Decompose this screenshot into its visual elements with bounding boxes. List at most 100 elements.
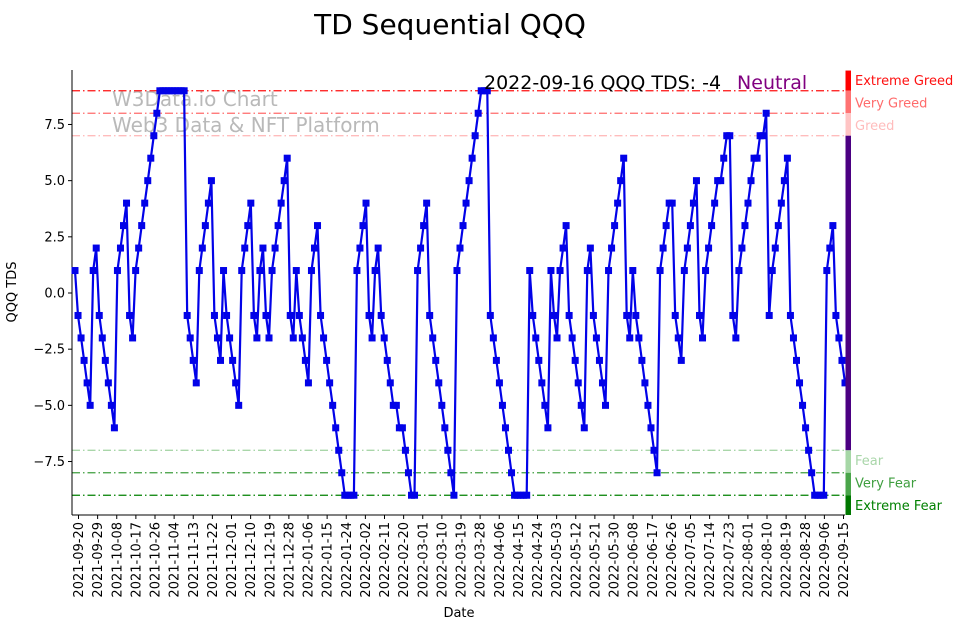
data-point-marker — [559, 244, 567, 252]
data-point-marker — [238, 267, 246, 275]
data-point-marker — [692, 177, 700, 185]
data-point-marker — [744, 199, 752, 207]
data-point-marker — [113, 267, 121, 275]
data-point-marker — [680, 267, 688, 275]
data-point-marker — [244, 222, 252, 230]
data-point-marker — [429, 334, 437, 342]
x-tick-label: 2022-08-10 — [761, 522, 776, 598]
data-point-marker — [292, 267, 300, 275]
data-point-marker — [414, 267, 422, 275]
data-point-marker — [107, 401, 115, 409]
data-point-marker — [383, 356, 391, 364]
data-point-marker — [295, 311, 303, 319]
zone-label-extreme-fear: Extreme Fear — [855, 499, 943, 514]
x-tick-label: 2022-01-06 — [302, 522, 317, 598]
data-point-marker — [735, 267, 743, 275]
x-tick-label: 2021-10-17 — [129, 522, 144, 598]
data-point-marker — [547, 267, 555, 275]
data-point-marker — [702, 267, 710, 275]
data-point-marker — [150, 132, 158, 140]
data-point-marker — [541, 401, 549, 409]
data-point-marker — [538, 379, 546, 387]
data-point-marker — [365, 311, 373, 319]
data-point-marker — [753, 154, 761, 162]
x-tick-label: 2021-09-29 — [91, 522, 106, 598]
data-point-marker — [486, 311, 494, 319]
x-tick-label: 2022-03-19 — [455, 522, 470, 598]
data-point-marker — [483, 87, 491, 95]
data-point-marker — [247, 199, 255, 207]
x-tick-label: 2021-09-20 — [72, 522, 87, 598]
data-point-marker — [635, 334, 643, 342]
data-point-marker — [841, 379, 849, 387]
data-point-marker — [662, 222, 670, 230]
data-point-marker — [774, 222, 782, 230]
data-point-marker — [586, 244, 594, 252]
data-point-marker — [307, 267, 315, 275]
fear-greed-strip-extreme-fear — [845, 495, 851, 515]
data-point-marker — [104, 379, 112, 387]
data-point-marker — [229, 356, 237, 364]
data-point-marker — [359, 222, 367, 230]
data-point-marker — [317, 311, 325, 319]
data-point-marker — [829, 222, 837, 230]
data-point-marker — [792, 356, 800, 364]
data-point-marker — [380, 334, 388, 342]
y-axis-label: QQQ TDS — [5, 261, 20, 323]
data-point-marker — [241, 244, 249, 252]
data-point-marker — [568, 334, 576, 342]
data-point-marker — [468, 154, 476, 162]
x-tick-label: 2022-09-06 — [818, 522, 833, 598]
data-point-marker — [207, 177, 215, 185]
annotation-status: Neutral — [737, 72, 808, 94]
x-tick-label: 2022-07-14 — [703, 522, 718, 598]
data-point-marker — [217, 356, 225, 364]
y-tick-label: 5.0 — [44, 174, 65, 189]
data-point-marker — [838, 356, 846, 364]
data-point-marker — [353, 267, 361, 275]
x-tick-label: 2021-10-26 — [149, 522, 164, 598]
data-point-marker — [310, 244, 318, 252]
data-point-marker — [289, 334, 297, 342]
data-point-marker — [805, 446, 813, 454]
data-point-marker — [220, 267, 228, 275]
data-point-marker — [189, 356, 197, 364]
x-tick-label: 2021-12-10 — [244, 522, 259, 598]
data-point-marker — [777, 199, 785, 207]
data-point-marker — [598, 379, 606, 387]
data-point-marker — [195, 267, 203, 275]
data-point-marker — [768, 267, 776, 275]
data-point-marker — [659, 244, 667, 252]
data-point-marker — [192, 379, 200, 387]
data-point-marker — [602, 401, 610, 409]
y-tick-label: 2.5 — [44, 230, 65, 245]
data-point-marker — [89, 267, 97, 275]
data-point-marker — [732, 334, 740, 342]
data-point-marker — [717, 177, 725, 185]
data-point-marker — [186, 334, 194, 342]
data-point-marker — [377, 311, 385, 319]
data-point-marker — [83, 379, 91, 387]
data-point-marker — [523, 491, 531, 499]
zone-label-very-greed: Very Greed — [855, 97, 927, 112]
data-point-marker — [550, 311, 558, 319]
x-tick-label: 2021-11-04 — [168, 522, 183, 598]
data-point-marker — [144, 177, 152, 185]
data-point-marker — [135, 244, 143, 252]
data-point-marker — [213, 334, 221, 342]
data-point-marker — [759, 132, 767, 140]
data-point-marker — [574, 379, 582, 387]
x-tick-label: 2022-05-30 — [608, 522, 623, 598]
data-point-marker — [250, 311, 258, 319]
fear-greed-strip-very-greed — [845, 90, 851, 114]
data-point-marker — [129, 334, 137, 342]
data-point-marker — [392, 401, 400, 409]
data-point-marker — [374, 244, 382, 252]
data-point-marker — [605, 267, 613, 275]
data-point-marker — [562, 222, 570, 230]
annotation: 2022-09-16 QQQ TDS: -4 Neutral — [484, 72, 807, 94]
x-tick-label: 2022-05-03 — [550, 522, 565, 598]
data-point-marker — [232, 379, 240, 387]
data-point-marker — [465, 177, 473, 185]
data-point-marker — [498, 401, 506, 409]
